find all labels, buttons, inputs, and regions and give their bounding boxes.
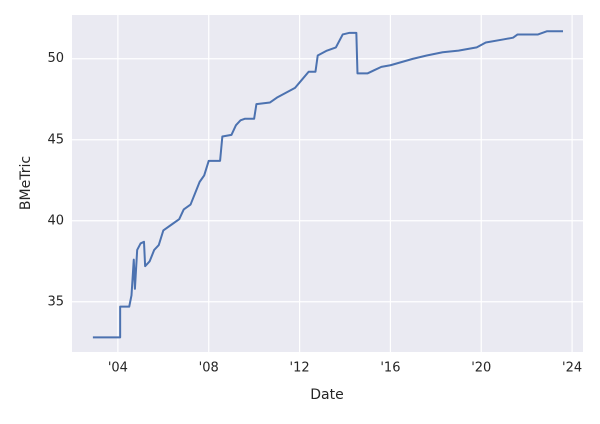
plot-area: [72, 15, 583, 352]
x-tick-label: '12: [290, 361, 310, 376]
x-axis-label: Date: [310, 387, 343, 403]
y-tick-label: 40: [47, 213, 64, 228]
y-axis-label: BMeTric: [18, 156, 34, 210]
x-tick-label: '04: [108, 361, 128, 376]
x-tick-label: '16: [380, 361, 400, 376]
y-tick-label: 45: [47, 132, 64, 147]
x-tick-label: '24: [562, 361, 582, 376]
y-tick-label: 35: [47, 294, 64, 309]
x-tick-label: '20: [471, 361, 491, 376]
data-line: [92, 30, 564, 339]
y-tick-label: 50: [47, 51, 64, 66]
x-tick-label: '08: [199, 361, 219, 376]
